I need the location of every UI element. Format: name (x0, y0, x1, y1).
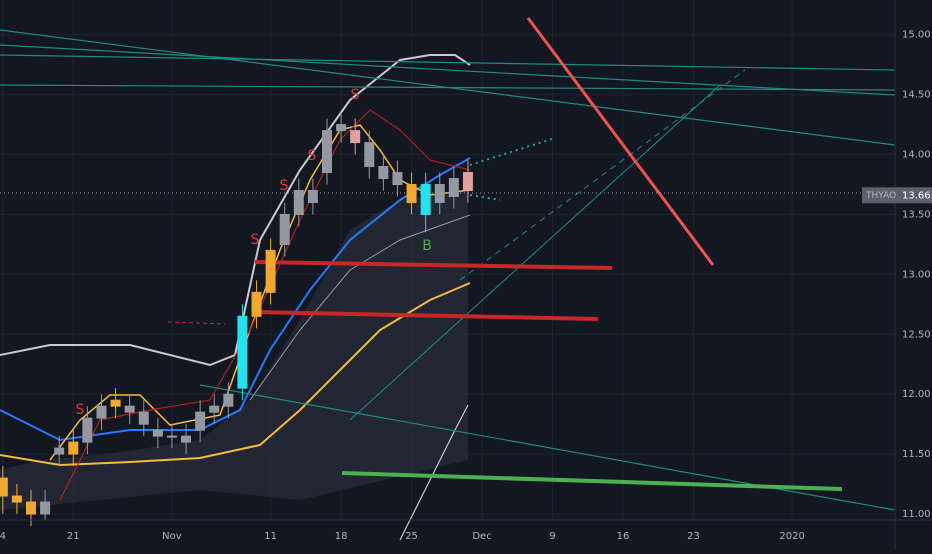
x-tick-label: 2020 (779, 531, 804, 542)
trendline (199, 384, 896, 511)
last-price-label: 13.66 (902, 190, 931, 201)
candle-body (378, 166, 389, 180)
candle-body (364, 142, 375, 168)
y-tick-label: 14.50 (902, 90, 931, 101)
candles (0, 112, 473, 526)
price-tag (862, 187, 932, 204)
candle-body (26, 501, 37, 515)
trendline (459, 69, 746, 281)
candle-body (251, 291, 262, 317)
candle-body (152, 429, 163, 437)
candle-body (420, 184, 431, 215)
symbol-label: THYAO (865, 191, 896, 201)
candle-body (195, 411, 206, 431)
resistance-line (254, 260, 613, 270)
trendline (0, 84, 896, 91)
candle-body (392, 172, 403, 186)
x-tick-label: 25 (405, 531, 418, 542)
level (167, 321, 226, 325)
trendline (0, 44, 896, 96)
candle-body (40, 501, 51, 515)
candle-body (110, 399, 121, 407)
candle-body (82, 417, 93, 443)
candle-body (321, 130, 332, 174)
y-tick-label: 12.00 (902, 389, 931, 400)
indicators (0, 17, 896, 541)
mid-band (249, 214, 471, 401)
y-tick-label: 15.00 (902, 30, 931, 41)
signal-label: S (76, 402, 85, 418)
candle-body (279, 213, 290, 245)
x-tick-label: Nov (162, 531, 182, 542)
y-tick-label: 11.00 (902, 509, 931, 520)
lower-band (399, 404, 469, 541)
downtrend-line (526, 17, 715, 266)
candle-body (434, 184, 445, 203)
x-tick-label: 16 (617, 531, 630, 542)
x-tick-label: Dec (472, 531, 491, 542)
candle-body (448, 178, 459, 197)
candle-body (68, 441, 79, 455)
candle-body (96, 405, 107, 419)
signal-label: B (422, 238, 432, 254)
ma-fast (49, 124, 471, 461)
candle-body (307, 190, 318, 203)
signal-label: S (280, 178, 289, 194)
candle-body (209, 405, 220, 413)
upper-band (0, 54, 471, 367)
candle-body (166, 435, 177, 438)
candle-body (54, 447, 65, 455)
x-tick-label: 4 (0, 531, 6, 542)
annotations: S S S S S B (76, 87, 432, 418)
candle-body (223, 393, 234, 407)
ma-red (59, 109, 471, 501)
candle-body (138, 411, 149, 425)
candle-body (350, 130, 361, 144)
x-tick-label: 21 (67, 531, 80, 542)
candle-body (462, 172, 473, 192)
signal-label: S (251, 232, 260, 248)
candle-body (0, 477, 8, 497)
trendline (0, 54, 896, 71)
x-tick-label: 11 (264, 531, 277, 542)
y-tick-label: 13.00 (902, 269, 931, 280)
y-tick-label: 14.00 (902, 150, 931, 161)
trendline (349, 84, 721, 421)
candle-body (293, 190, 304, 215)
candle-body (11, 495, 22, 503)
candle-body (265, 249, 276, 293)
y-tick-label: 13.50 (902, 209, 931, 220)
projection (469, 194, 501, 201)
x-tick-label: 23 (687, 531, 700, 542)
y-tick-label: 11.50 (902, 449, 931, 460)
support-line (254, 310, 599, 321)
support-line (341, 471, 843, 491)
signal-label: S (308, 148, 317, 164)
candle-body (406, 184, 417, 203)
candle-body (124, 405, 135, 413)
candle-body (237, 315, 248, 389)
band-fill (0, 190, 468, 510)
axes: 11.00 11.50 12.00 12.50 13.00 13.50 14.00 14.50… (0, 30, 932, 542)
candle-body (181, 435, 192, 443)
x-tick-label: 18 (335, 531, 348, 542)
candle-body (336, 124, 347, 132)
signal-label: S (351, 87, 360, 103)
y-tick-label: 12.50 (902, 329, 931, 340)
x-tick-label: 9 (549, 531, 555, 542)
